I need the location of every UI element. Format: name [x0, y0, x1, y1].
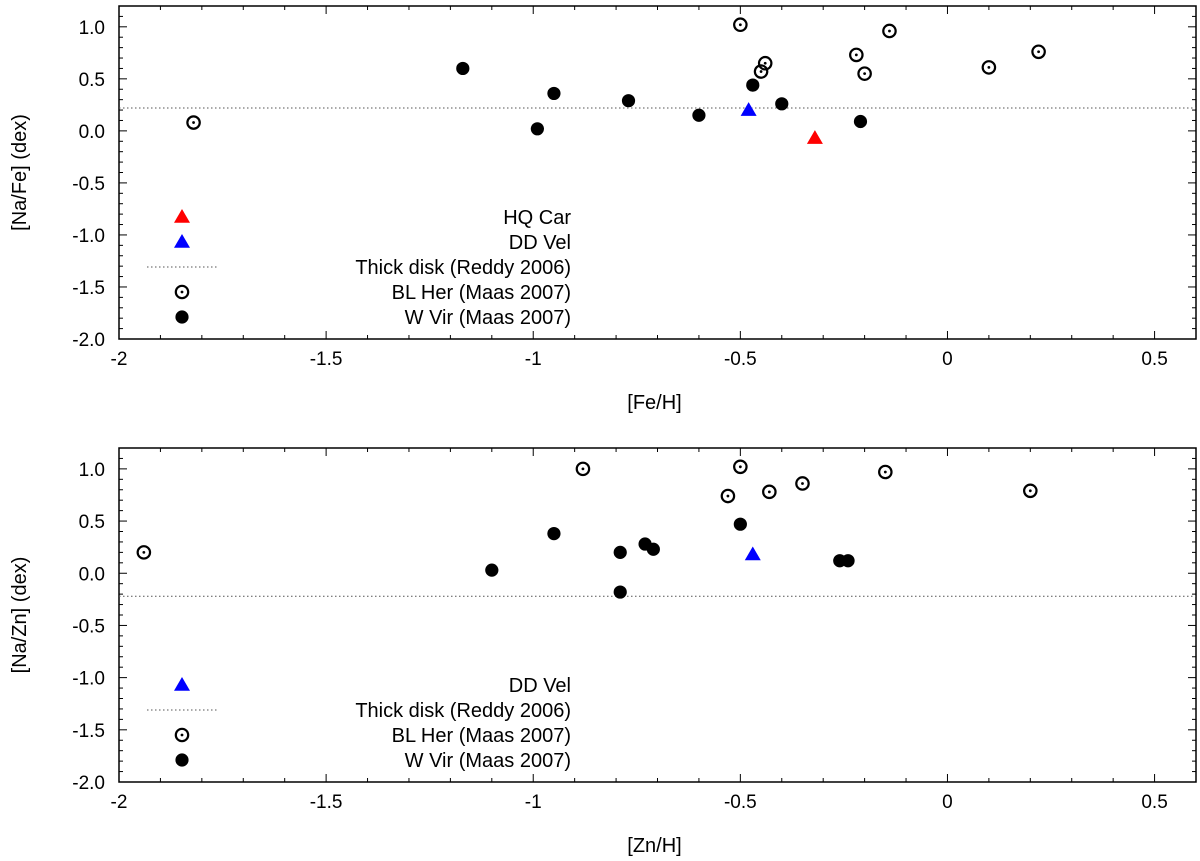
x-tick-label: 0.5 [1141, 792, 1167, 813]
point-bl-her-maas-2007 [882, 23, 897, 39]
point-w-vir-maas-2007 [775, 97, 789, 111]
y-tick-label: 1.0 [79, 18, 105, 39]
point-bl-her-maas-2007 [1023, 483, 1038, 499]
y-tick-label: -0.5 [72, 616, 105, 637]
point-dd-vel [740, 102, 757, 116]
legend: HQ Car DD Vel Thick disk (Reddy 2006) BL He… [147, 207, 571, 329]
x-tick-label: -2 [111, 349, 128, 370]
y-tick-label: 0.5 [79, 512, 105, 533]
point-w-vir-maas-2007 [456, 61, 470, 76]
x-tick-label: -1 [525, 792, 542, 813]
plot-frame [118, 447, 1197, 783]
point-bl-her-maas-2007 [753, 64, 769, 79]
legend-swatch-w-vir-maas-2007 [175, 310, 189, 324]
point-dd-vel [744, 546, 761, 561]
legend: DD Vel Thick disk (Reddy 2006) BL Her (Maa… [147, 675, 571, 772]
x-axis-label: [Zn/H] [627, 835, 681, 857]
legend-swatch-dd-vel [174, 677, 190, 691]
chart-1: -2 -1.5 -1 -0.5 0 0.5 -2.0 -1.5 -1.0 -0.5 0.0 0.5 1.… [9, 5, 1197, 414]
y-tick-label: -1.0 [72, 226, 105, 247]
y-tick-label: -1.5 [72, 278, 105, 299]
point-bl-her-maas-2007 [136, 545, 152, 560]
legend-label-bl-her-maas-2007: BL Her (Maas 2007) [392, 725, 571, 747]
point-w-vir-maas-2007 [841, 554, 855, 568]
point-bl-her-maas-2007 [1031, 44, 1046, 60]
point-bl-her-maas-2007 [575, 461, 591, 477]
y-tick-label: -2.0 [72, 773, 105, 794]
x-tick-label: 0 [942, 349, 953, 370]
y-tick-label: -1.5 [72, 721, 105, 742]
legend-label-dd-vel: DD Vel [509, 232, 571, 254]
x-tick-label: 0.5 [1141, 349, 1167, 370]
point-w-vir-maas-2007 [621, 94, 636, 108]
point-bl-her-maas-2007 [795, 476, 810, 491]
point-w-vir-maas-2007 [746, 78, 760, 92]
point-w-vir-maas-2007 [692, 108, 706, 122]
y-tick-label: 0.5 [79, 70, 105, 91]
legend-label-thick-disk-reddy-2006: Thick disk (Reddy 2006) [355, 700, 571, 722]
y-axis-label: [Na/Zn] (dex) [9, 557, 31, 674]
point-bl-her-maas-2007 [720, 488, 736, 504]
point-bl-her-maas-2007 [733, 17, 748, 33]
x-tick-label: 0 [942, 792, 953, 813]
legend-swatch-bl-her-maas-2007 [174, 284, 190, 300]
point-bl-her-maas-2007 [878, 464, 893, 480]
point-bl-her-maas-2007 [757, 55, 773, 71]
point-w-vir-maas-2007 [530, 122, 544, 136]
point-w-vir-maas-2007 [547, 526, 561, 541]
point-bl-her-maas-2007 [762, 484, 777, 500]
point-w-vir-maas-2007 [853, 114, 868, 129]
y-tick-label: 0.0 [79, 564, 105, 585]
legend-swatch-dd-vel [174, 234, 190, 248]
point-bl-her-maas-2007 [857, 66, 872, 81]
legend-label-w-vir-maas-2007: W Vir (Maas 2007) [405, 750, 571, 772]
point-bl-her-maas-2007 [733, 459, 748, 475]
x-tick-label: -2 [111, 792, 128, 813]
legend-label-dd-vel: DD Vel [509, 675, 571, 697]
y-tick-label: 0.0 [79, 122, 105, 143]
x-axis-label: [Fe/H] [627, 392, 681, 414]
point-w-vir-maas-2007 [547, 86, 561, 101]
legend-label-hq-car: HQ Car [503, 207, 571, 229]
y-tick-label: -1.0 [72, 669, 105, 690]
point-w-vir-maas-2007 [485, 563, 499, 577]
legend-swatch-bl-her-maas-2007 [174, 727, 190, 743]
point-hq-car [806, 130, 823, 144]
point-bl-her-maas-2007 [186, 115, 201, 130]
x-tick-label: -1.5 [310, 349, 343, 370]
x-tick-label: -0.5 [724, 792, 757, 813]
legend-swatch-hq-car [174, 209, 190, 223]
point-w-vir-maas-2007 [646, 542, 660, 556]
y-tick-label: 1.0 [79, 460, 105, 481]
legend-swatch-w-vir-maas-2007 [175, 753, 189, 767]
point-w-vir-maas-2007 [733, 517, 747, 531]
y-tick-label: -2.0 [72, 330, 105, 351]
chart-2: -2 -1.5 -1 -0.5 0 0.5 -2.0 -1.5 -1.0 -0.5 0.0 0.5 1.… [9, 447, 1197, 857]
legend-label-bl-her-maas-2007: BL Her (Maas 2007) [392, 282, 571, 304]
point-w-vir-maas-2007 [613, 585, 627, 599]
x-tick-label: -1.5 [310, 792, 343, 813]
y-axis-label: [Na/Fe] (dex) [9, 114, 31, 231]
legend-label-thick-disk-reddy-2006: Thick disk (Reddy 2006) [355, 257, 571, 279]
y-tick-label: -0.5 [72, 174, 105, 195]
x-tick-label: -1 [525, 349, 542, 370]
legend-label-w-vir-maas-2007: W Vir (Maas 2007) [405, 307, 571, 329]
point-bl-her-maas-2007 [981, 60, 997, 75]
x-tick-label: -0.5 [724, 349, 757, 370]
point-bl-her-maas-2007 [849, 47, 864, 63]
point-w-vir-maas-2007 [613, 545, 627, 559]
